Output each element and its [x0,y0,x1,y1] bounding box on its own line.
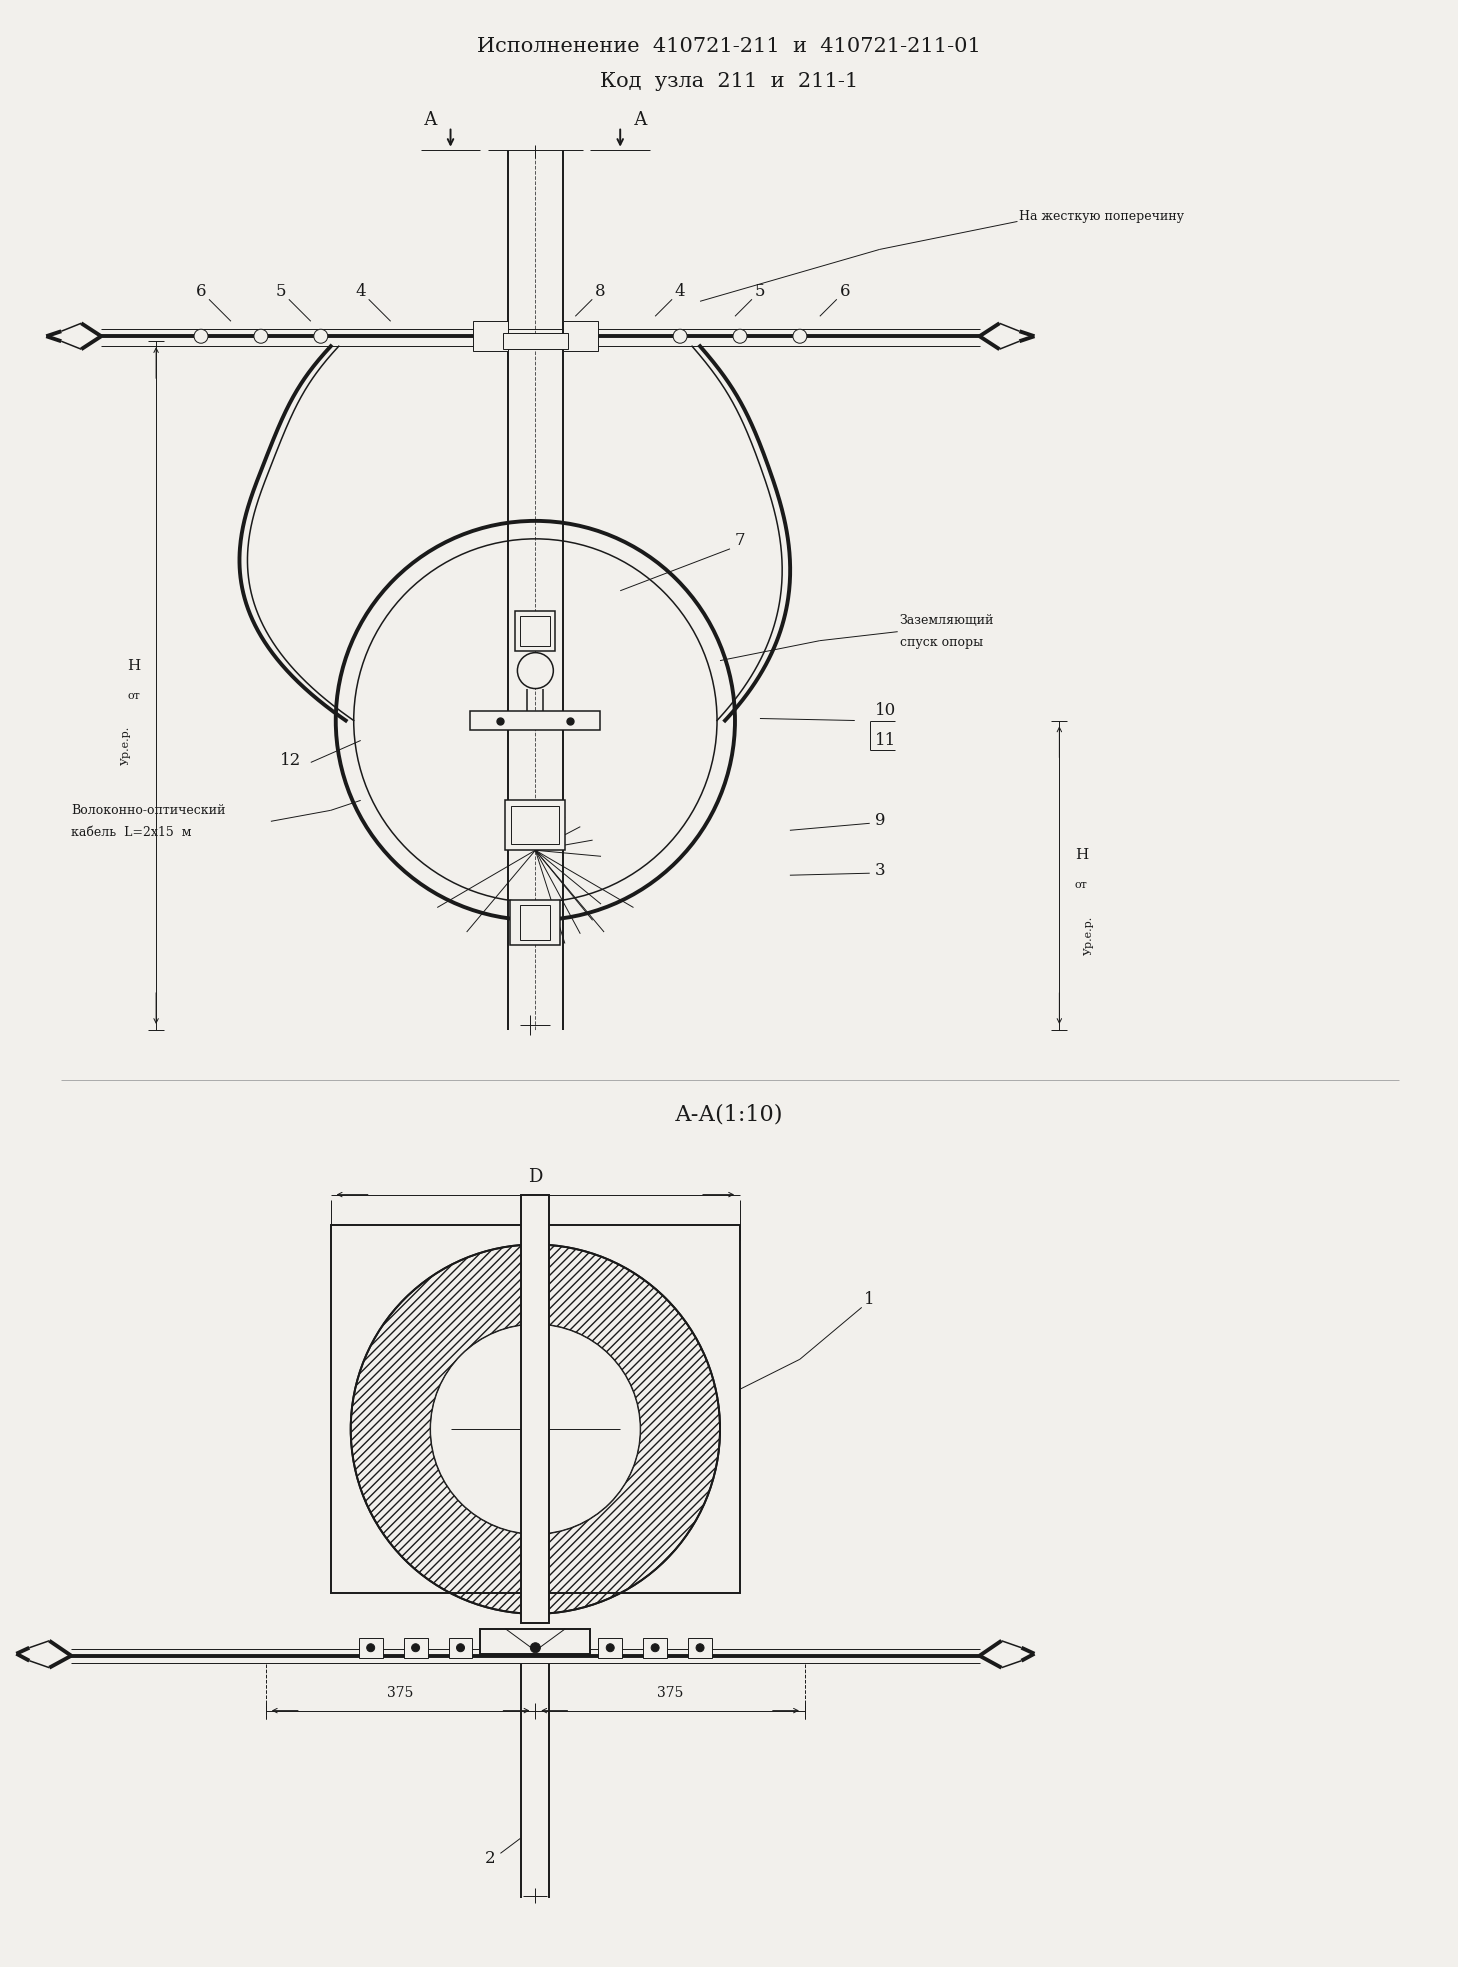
Bar [471,710,601,730]
Bar [506,801,566,850]
Text: А: А [424,110,437,128]
Bar [331,1225,741,1593]
Bar [516,610,555,651]
Bar [503,332,567,350]
Circle shape [793,328,806,342]
Text: 4: 4 [356,283,366,299]
Text: 5: 5 [755,283,765,299]
Circle shape [652,1644,659,1652]
Text: 375: 375 [388,1686,414,1699]
Text: 6: 6 [840,283,850,299]
Text: D: D [528,1168,542,1186]
Bar [521,905,550,940]
Bar [598,1639,623,1658]
Bar [481,1629,590,1654]
Text: Н: Н [127,659,141,673]
Bar [510,901,560,944]
Text: Волоконно-оптический: Волоконно-оптический [71,805,226,816]
Bar [521,616,550,645]
Text: спуск опоры: спуск опоры [900,635,983,649]
Text: от: от [128,690,140,700]
Circle shape [456,1644,465,1652]
Text: от: от [1075,879,1088,891]
Text: Н: Н [1075,848,1088,862]
Text: 4: 4 [675,283,685,299]
Circle shape [194,328,208,342]
Bar [643,1639,668,1658]
Bar [563,321,598,352]
Circle shape [430,1324,640,1534]
Circle shape [367,1644,375,1652]
Text: 11: 11 [875,732,897,749]
Text: Ур.е.р.: Ур.е.р. [121,726,131,765]
Text: 3: 3 [875,862,885,879]
Text: На жесткую поперечину: На жесткую поперечину [1019,210,1184,222]
Text: Исполненение  410721-211  и  410721-211-01: Исполненение 410721-211 и 410721-211-01 [477,37,981,57]
Circle shape [695,1644,704,1652]
Text: кабель  L=2x15  м: кабель L=2x15 м [71,826,192,838]
Text: 9: 9 [875,812,885,828]
Text: 375: 375 [658,1686,684,1699]
Text: 6: 6 [195,283,206,299]
Bar [688,1639,712,1658]
Bar [449,1639,472,1658]
Circle shape [313,328,328,342]
Text: Код  узла  211  и  211-1: Код узла 211 и 211-1 [599,73,859,90]
Circle shape [674,328,687,342]
Text: 5: 5 [276,283,286,299]
Text: 10: 10 [875,702,897,720]
Text: Ур.е.р.: Ур.е.р. [1085,915,1095,954]
Bar [404,1639,427,1658]
Circle shape [254,328,268,342]
Text: А: А [633,110,647,128]
Text: Заземляющий: Заземляющий [900,614,994,627]
Bar [472,321,507,352]
Circle shape [607,1644,614,1652]
Circle shape [518,653,554,688]
Text: 1: 1 [865,1290,875,1308]
Circle shape [531,1642,541,1652]
Text: 2: 2 [486,1849,496,1867]
Text: 7: 7 [735,533,745,549]
Bar [512,806,560,844]
Bar [359,1639,382,1658]
Bar [522,1194,550,1623]
Text: 8: 8 [595,283,605,299]
Text: А-А(1:10): А-А(1:10) [675,1103,783,1125]
Circle shape [733,328,746,342]
Circle shape [411,1644,420,1652]
Text: 12: 12 [280,751,302,769]
